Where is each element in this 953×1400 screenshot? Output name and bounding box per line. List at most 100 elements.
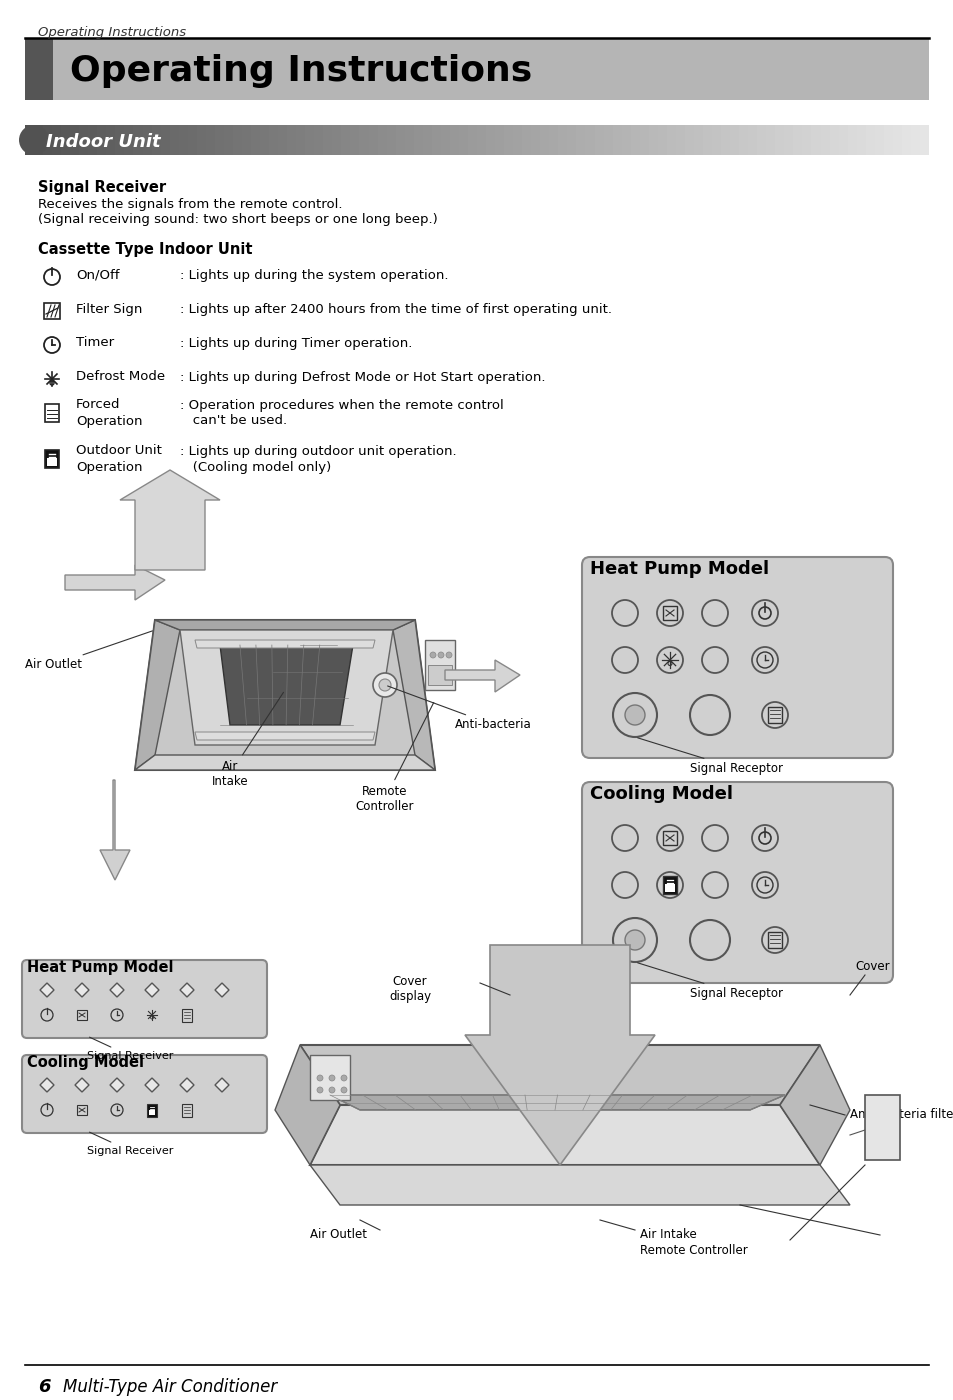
Text: Air Outlet: Air Outlet	[25, 631, 152, 672]
Bar	[314, 125, 323, 155]
Polygon shape	[299, 1044, 820, 1105]
Circle shape	[657, 647, 682, 673]
Text: Defrost Mode: Defrost Mode	[76, 371, 165, 384]
Text: (Signal receiving sound: two short beeps or one long beep.): (Signal receiving sound: two short beeps…	[38, 213, 437, 225]
Bar	[206, 125, 214, 155]
Bar	[882, 125, 892, 155]
Text: Anti-bacteria: Anti-bacteria	[387, 686, 531, 731]
Bar	[106, 125, 115, 155]
Circle shape	[316, 1086, 323, 1093]
Bar	[874, 125, 882, 155]
Bar	[838, 125, 847, 155]
Bar	[428, 665, 452, 685]
Bar	[910, 125, 919, 155]
Text: Signal Receiver: Signal Receiver	[87, 1133, 173, 1156]
Bar	[414, 125, 422, 155]
Polygon shape	[464, 945, 655, 1165]
Circle shape	[624, 706, 644, 725]
Text: Receives the signals from the remote control.: Receives the signals from the remote con…	[38, 197, 342, 211]
Bar	[359, 125, 368, 155]
Circle shape	[316, 1075, 323, 1081]
Bar	[666, 125, 675, 155]
Bar	[485, 125, 495, 155]
Circle shape	[869, 1113, 875, 1117]
Text: : Lights up during the system operation.: : Lights up during the system operation.	[180, 269, 448, 281]
Bar	[142, 125, 152, 155]
Polygon shape	[65, 566, 165, 601]
Bar	[133, 125, 142, 155]
Circle shape	[612, 601, 638, 626]
Bar	[549, 125, 558, 155]
Circle shape	[340, 1086, 347, 1093]
Text: : Lights up after 2400 hours from the time of first operating unit.: : Lights up after 2400 hours from the ti…	[180, 302, 612, 315]
Bar	[576, 125, 585, 155]
Bar	[25, 38, 53, 99]
Bar	[531, 125, 539, 155]
Bar	[89, 125, 97, 155]
Bar	[404, 125, 414, 155]
Bar	[702, 125, 711, 155]
Circle shape	[689, 920, 729, 960]
Text: Operation: Operation	[76, 461, 142, 473]
Polygon shape	[40, 983, 54, 997]
Bar	[196, 125, 206, 155]
Bar	[775, 125, 783, 155]
Circle shape	[613, 918, 657, 962]
Bar	[424, 640, 455, 690]
Polygon shape	[214, 983, 229, 997]
Text: Air
Intake: Air Intake	[212, 693, 283, 788]
Bar	[188, 125, 196, 155]
Circle shape	[612, 647, 638, 673]
Text: 6: 6	[38, 1378, 51, 1396]
Bar	[440, 125, 450, 155]
Bar	[594, 125, 603, 155]
Polygon shape	[75, 1078, 89, 1092]
Bar	[801, 125, 811, 155]
Bar	[395, 125, 404, 155]
FancyBboxPatch shape	[581, 557, 892, 757]
Circle shape	[329, 1075, 335, 1081]
Bar	[305, 125, 314, 155]
Text: Remote
Controller: Remote Controller	[355, 703, 434, 813]
Bar	[901, 125, 910, 155]
Polygon shape	[75, 983, 89, 997]
Bar	[147, 1105, 157, 1117]
Polygon shape	[100, 780, 130, 881]
Bar	[513, 125, 521, 155]
Bar	[182, 1009, 192, 1022]
Bar	[77, 1105, 87, 1114]
Bar	[892, 125, 901, 155]
Polygon shape	[135, 620, 435, 770]
Bar	[182, 1105, 192, 1117]
Circle shape	[612, 872, 638, 897]
Bar	[739, 125, 747, 155]
Polygon shape	[180, 630, 393, 745]
Polygon shape	[444, 659, 519, 692]
Text: Air Intake: Air Intake	[639, 1229, 696, 1242]
FancyBboxPatch shape	[22, 960, 267, 1037]
Circle shape	[329, 1086, 335, 1093]
Bar	[71, 125, 79, 155]
Circle shape	[890, 1123, 896, 1127]
Bar	[152, 125, 160, 155]
Text: (Cooling model only): (Cooling model only)	[180, 461, 331, 473]
Bar	[539, 125, 549, 155]
FancyBboxPatch shape	[22, 1056, 267, 1133]
Polygon shape	[310, 1105, 820, 1165]
Bar	[603, 125, 612, 155]
Bar	[612, 125, 621, 155]
Circle shape	[657, 601, 682, 626]
Circle shape	[624, 930, 644, 951]
Text: Signal Receiver: Signal Receiver	[38, 181, 166, 195]
Circle shape	[340, 1075, 347, 1081]
Bar	[521, 125, 531, 155]
Circle shape	[751, 825, 778, 851]
Text: : Operation procedures when the remote control: : Operation procedures when the remote c…	[180, 399, 503, 412]
Bar	[767, 932, 781, 948]
Polygon shape	[110, 983, 124, 997]
Polygon shape	[330, 1095, 784, 1110]
Bar	[115, 125, 124, 155]
Polygon shape	[120, 470, 220, 570]
Bar	[476, 125, 485, 155]
Bar	[377, 125, 386, 155]
